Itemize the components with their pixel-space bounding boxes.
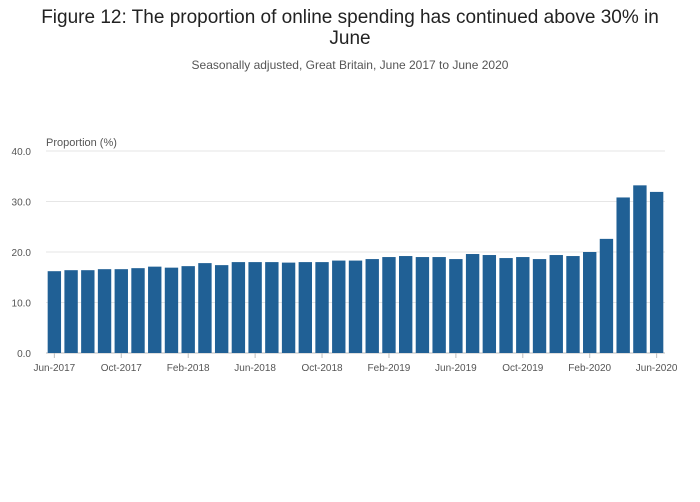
x-tick-label: Jun-2018 [234, 363, 276, 374]
bar[interactable] [482, 255, 497, 353]
bar[interactable] [382, 257, 396, 353]
bar[interactable] [97, 269, 112, 353]
bar[interactable] [281, 262, 296, 353]
x-tick-label: Oct-2018 [301, 363, 343, 374]
x-tick-label: Jun-2019 [435, 363, 477, 374]
bar[interactable] [47, 271, 62, 353]
bar[interactable] [231, 262, 246, 353]
bar[interactable] [298, 262, 312, 353]
bar[interactable] [315, 262, 329, 353]
bar[interactable] [81, 270, 95, 353]
y-tick-label: 40.0 [12, 147, 32, 158]
bar[interactable] [499, 258, 513, 353]
x-tick-label: Jun-2017 [34, 363, 76, 374]
bar[interactable] [198, 263, 212, 353]
bar[interactable] [399, 256, 413, 353]
bar[interactable] [114, 269, 128, 353]
bar[interactable] [332, 260, 346, 353]
x-tick-label: Jun-2020 [636, 363, 678, 374]
bar[interactable] [532, 259, 547, 353]
x-tick-label: Oct-2019 [502, 363, 544, 374]
y-tick-label: 20.0 [12, 248, 32, 259]
bar[interactable] [633, 185, 647, 353]
x-tick-label: Feb-2020 [568, 363, 611, 374]
bar[interactable] [516, 257, 530, 353]
bar[interactable] [265, 262, 279, 353]
chart-subtitle: Seasonally adjusted, Great Britain, June… [191, 58, 509, 72]
bar[interactable] [148, 266, 162, 353]
bar[interactable] [599, 238, 614, 353]
bar[interactable] [348, 260, 363, 353]
bar[interactable] [549, 255, 563, 353]
bar[interactable] [415, 257, 430, 353]
bar[interactable] [214, 265, 229, 353]
x-tick-label: Feb-2019 [368, 363, 411, 374]
bar[interactable] [365, 259, 379, 353]
bar[interactable] [164, 267, 179, 353]
bar[interactable] [616, 197, 630, 353]
x-tick-label: Oct-2017 [101, 363, 143, 374]
bar[interactable] [465, 254, 480, 353]
bar[interactable] [583, 252, 597, 353]
y-axis-label: Proportion (%) [46, 137, 117, 149]
bar[interactable] [181, 266, 195, 353]
bar[interactable] [131, 268, 145, 353]
bar-series [47, 185, 664, 353]
bar[interactable] [566, 256, 580, 353]
x-tick-label: Feb-2018 [167, 363, 210, 374]
y-tick-label: 0.0 [17, 349, 31, 360]
y-tick-label: 10.0 [12, 299, 32, 310]
bar[interactable] [248, 262, 262, 353]
chart-title: Figure 12: The proportion of online spen… [41, 7, 659, 49]
bar[interactable] [64, 270, 78, 353]
bar[interactable] [449, 259, 463, 353]
y-tick-label: 30.0 [12, 198, 32, 209]
bar[interactable] [432, 257, 446, 353]
bar[interactable] [649, 191, 664, 353]
x-axis-ticks: Jun-2017 Oct-2017 Feb-2018 Jun-2018 Oct-2018… [34, 353, 678, 374]
y-axis-ticks: 0.0 10.0 20.0 30.0 40.0 [12, 147, 32, 360]
